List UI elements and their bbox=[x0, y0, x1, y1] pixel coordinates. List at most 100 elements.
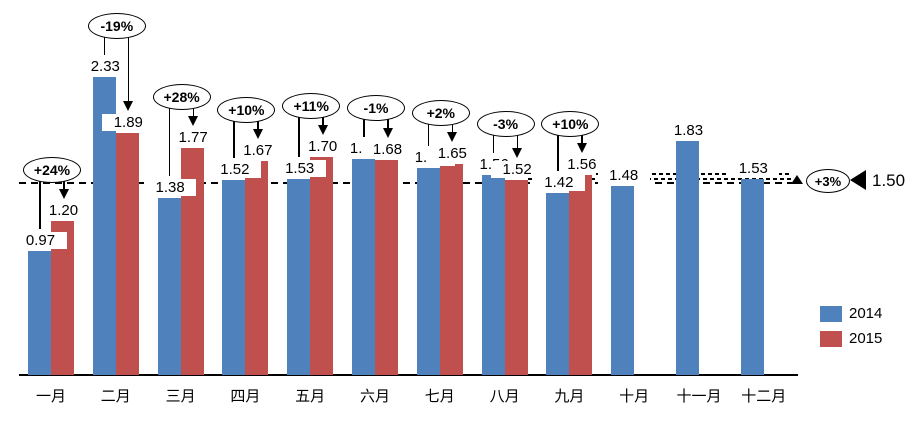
bar-2014-十月 bbox=[611, 185, 635, 375]
callout-arrowhead-icon-二月 bbox=[123, 101, 134, 112]
callout-arrow-line-六月 bbox=[387, 117, 389, 129]
callout-arrowhead-icon-三月 bbox=[188, 116, 199, 127]
callout-line-七月 bbox=[427, 122, 430, 146]
callout-arrowhead-icon-九月 bbox=[576, 143, 587, 154]
bar-2014-一月 bbox=[28, 250, 51, 375]
bar-2015-九月 bbox=[569, 175, 593, 375]
pct-callout-五月: +11% bbox=[282, 93, 341, 120]
legend-label-2014: 2014 bbox=[849, 305, 883, 322]
callout-arrowhead-icon-五月 bbox=[317, 125, 328, 136]
reference-value-label: 1.50 bbox=[872, 171, 905, 190]
x-tick-label-七月: 七月 bbox=[424, 388, 455, 405]
callout-line-一月 bbox=[39, 180, 41, 229]
pct-callout-九月: +10% bbox=[541, 111, 600, 138]
value-label-2015-八月: 1.52 bbox=[491, 161, 544, 179]
bar-2015-八月 bbox=[504, 180, 528, 375]
value-label-2015-二月: 1.89 bbox=[102, 114, 155, 132]
bar-2014-四月 bbox=[222, 180, 246, 375]
value-label-2014-一月: 0.97 bbox=[14, 231, 67, 249]
value-label-2014-二月: 2.33 bbox=[79, 57, 132, 75]
callout-arrowhead-icon-八月 bbox=[512, 148, 523, 159]
bar-2014-十二月 bbox=[740, 179, 764, 375]
x-tick-label-一月: 一月 bbox=[35, 388, 66, 405]
value-label-2015-四月: 1.67 bbox=[231, 142, 284, 160]
legend-item-2014: 2014 bbox=[820, 306, 882, 322]
legend-swatch-2014 bbox=[820, 306, 842, 322]
bar-2015-七月 bbox=[439, 163, 463, 375]
pct-callout-七月: +2% bbox=[411, 99, 470, 126]
x-tick-label-十月: 十月 bbox=[619, 388, 650, 405]
callout-arrow-line-八月 bbox=[516, 134, 519, 150]
value-label-2015-一月: 1.20 bbox=[37, 202, 90, 220]
pct-callout-四月: +10% bbox=[217, 97, 276, 124]
callout-dashed-line-lower bbox=[528, 178, 792, 180]
value-label-2015-七月: 1.65 bbox=[426, 144, 479, 162]
callout-line-九月 bbox=[557, 134, 559, 172]
callout-arrow-line-七月 bbox=[451, 122, 454, 133]
callout-line-二月 bbox=[103, 35, 106, 55]
pct-callout-三月: +28% bbox=[152, 84, 211, 111]
bar-2015-二月 bbox=[115, 133, 139, 375]
pct-callout-八月: -3% bbox=[476, 111, 535, 138]
value-label-2014-四月: 1.52 bbox=[208, 161, 261, 179]
callout-arrowhead-icon-六月 bbox=[382, 127, 393, 138]
value-label-2014-十一月: 1.83 bbox=[662, 121, 715, 139]
x-tick-label-八月: 八月 bbox=[489, 388, 520, 405]
bar-2015-五月 bbox=[310, 157, 334, 375]
value-label-2014-五月: 1.53 bbox=[273, 160, 326, 178]
callout-arrowhead-icon-四月 bbox=[252, 129, 263, 140]
callout-arrow-line-五月 bbox=[322, 116, 324, 127]
pct-callout-total: +3% bbox=[806, 169, 850, 193]
reference-pointer-icon bbox=[850, 170, 866, 190]
bar-2015-三月 bbox=[180, 148, 204, 375]
chart-legend: 2014 2015 bbox=[820, 306, 882, 356]
bar-2015-六月 bbox=[375, 159, 398, 375]
callout-arrow-line-九月 bbox=[581, 134, 583, 145]
callout-line-三月 bbox=[168, 107, 171, 177]
x-tick-label-三月: 三月 bbox=[165, 388, 196, 405]
bar-2014-十一月 bbox=[676, 140, 699, 375]
bar-2014-二月 bbox=[92, 76, 116, 375]
bar-2015-一月 bbox=[51, 221, 74, 375]
bar-2014-九月 bbox=[546, 193, 570, 375]
callout-arrowhead-icon-七月 bbox=[447, 131, 458, 142]
value-label-2015-三月: 1.77 bbox=[167, 129, 220, 147]
x-tick-label-十一月: 十一月 bbox=[676, 388, 722, 405]
x-tick-label-五月: 五月 bbox=[295, 388, 326, 405]
bar-2015-四月 bbox=[245, 161, 269, 375]
callout-arrow-line-二月 bbox=[127, 35, 130, 103]
legend-label-2015: 2015 bbox=[849, 330, 883, 347]
legend-swatch-2015 bbox=[820, 331, 842, 347]
callout-arrow-line-三月 bbox=[192, 107, 195, 118]
callout-arrow-line-一月 bbox=[63, 180, 65, 191]
value-label-2015-六月: 1.68 bbox=[361, 140, 414, 158]
callout-arrow-line-四月 bbox=[257, 120, 259, 131]
pct-callout-六月: -1% bbox=[347, 94, 405, 121]
value-label-2014-九月: 1.42 bbox=[532, 174, 585, 192]
reference-dashed-line-1-50 bbox=[19, 182, 792, 184]
converge-triangle-icon bbox=[791, 175, 803, 184]
bar-2014-七月 bbox=[416, 167, 440, 375]
value-label-2014-十月: 1.48 bbox=[597, 166, 650, 184]
callout-line-五月 bbox=[298, 116, 300, 158]
x-tick-label-六月: 六月 bbox=[359, 388, 390, 405]
bar-2014-五月 bbox=[287, 179, 311, 375]
callout-arrowhead-icon-一月 bbox=[58, 189, 69, 200]
x-tick-label-九月: 九月 bbox=[554, 388, 585, 405]
x-tick-label-十二月: 十二月 bbox=[741, 388, 787, 405]
callout-line-四月 bbox=[233, 120, 235, 159]
pct-callout-一月: +24% bbox=[23, 157, 81, 184]
x-tick-label-二月: 二月 bbox=[100, 388, 131, 405]
value-label-2015-五月: 1.70 bbox=[296, 138, 349, 156]
value-label-2014-十二月: 1.53 bbox=[727, 160, 780, 178]
pct-callout-total-label: +3% bbox=[814, 173, 842, 189]
bar-2014-六月 bbox=[352, 158, 375, 375]
x-tick-label-四月: 四月 bbox=[230, 388, 261, 405]
pct-callout-二月: -19% bbox=[87, 12, 146, 39]
legend-item-2015: 2015 bbox=[820, 331, 882, 347]
callout-line-八月 bbox=[492, 134, 495, 154]
bar-2014-三月 bbox=[157, 198, 181, 375]
value-label-2015-九月: 1.56 bbox=[555, 156, 608, 174]
callout-line-六月 bbox=[363, 117, 365, 137]
